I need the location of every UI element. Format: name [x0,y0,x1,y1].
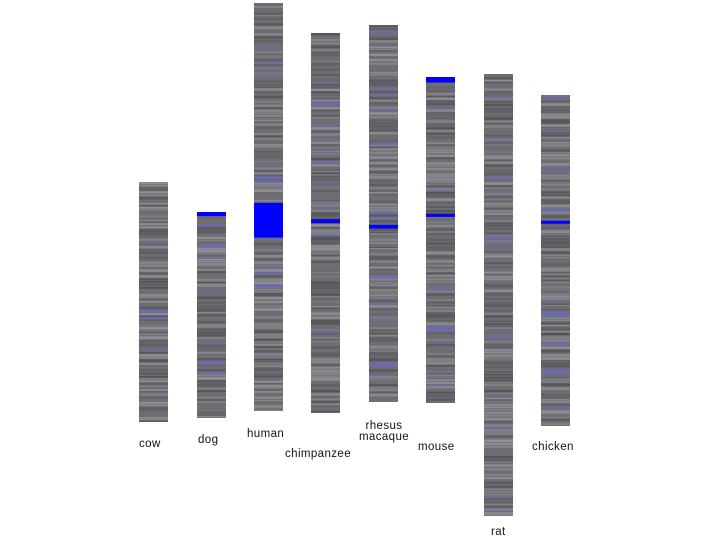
highlight-band-chimpanzee-1 [311,219,340,223]
banding-texture [197,212,226,418]
highlight-band-rhesus-macaque-1 [369,224,398,229]
banding-texture [426,77,455,401]
label-mouse: mouse [418,441,455,453]
chromosome-dog [197,212,226,418]
chromosome-bars [139,3,570,516]
highlight-band-chicken-1 [541,220,570,224]
label-dog: dog [198,434,218,446]
label-human: human [247,428,284,440]
chromosome-cow [139,182,168,422]
banding-texture [541,95,570,426]
chromosome-body [484,74,513,516]
chromosome-human [254,3,283,411]
label-chimpanzee: chimpanzee [285,448,351,460]
highlight-band-dog-1 [197,212,226,217]
banding-texture [139,182,168,422]
chromosome-mouse [426,77,455,403]
banding-texture [311,33,340,413]
chromosome-rhesus-macaque [369,25,398,402]
chromosome-rat [484,74,513,516]
banding-texture [484,77,513,516]
chromosome-chicken [541,95,570,426]
highlight-band-human-1 [254,202,283,238]
label-rhesus-macaque-line-1: rhesus [366,420,403,432]
label-rat: rat [491,526,506,538]
label-chicken: chicken [532,441,574,453]
label-rhesus-macaque-line-2: macaque [359,431,409,443]
label-cow: cow [139,438,161,450]
highlight-band-mouse-1 [426,77,455,83]
highlight-band-mouse-2 [426,213,455,217]
banding-texture [369,25,398,397]
chromosome-chimpanzee [311,33,340,413]
banding-texture [254,6,283,411]
